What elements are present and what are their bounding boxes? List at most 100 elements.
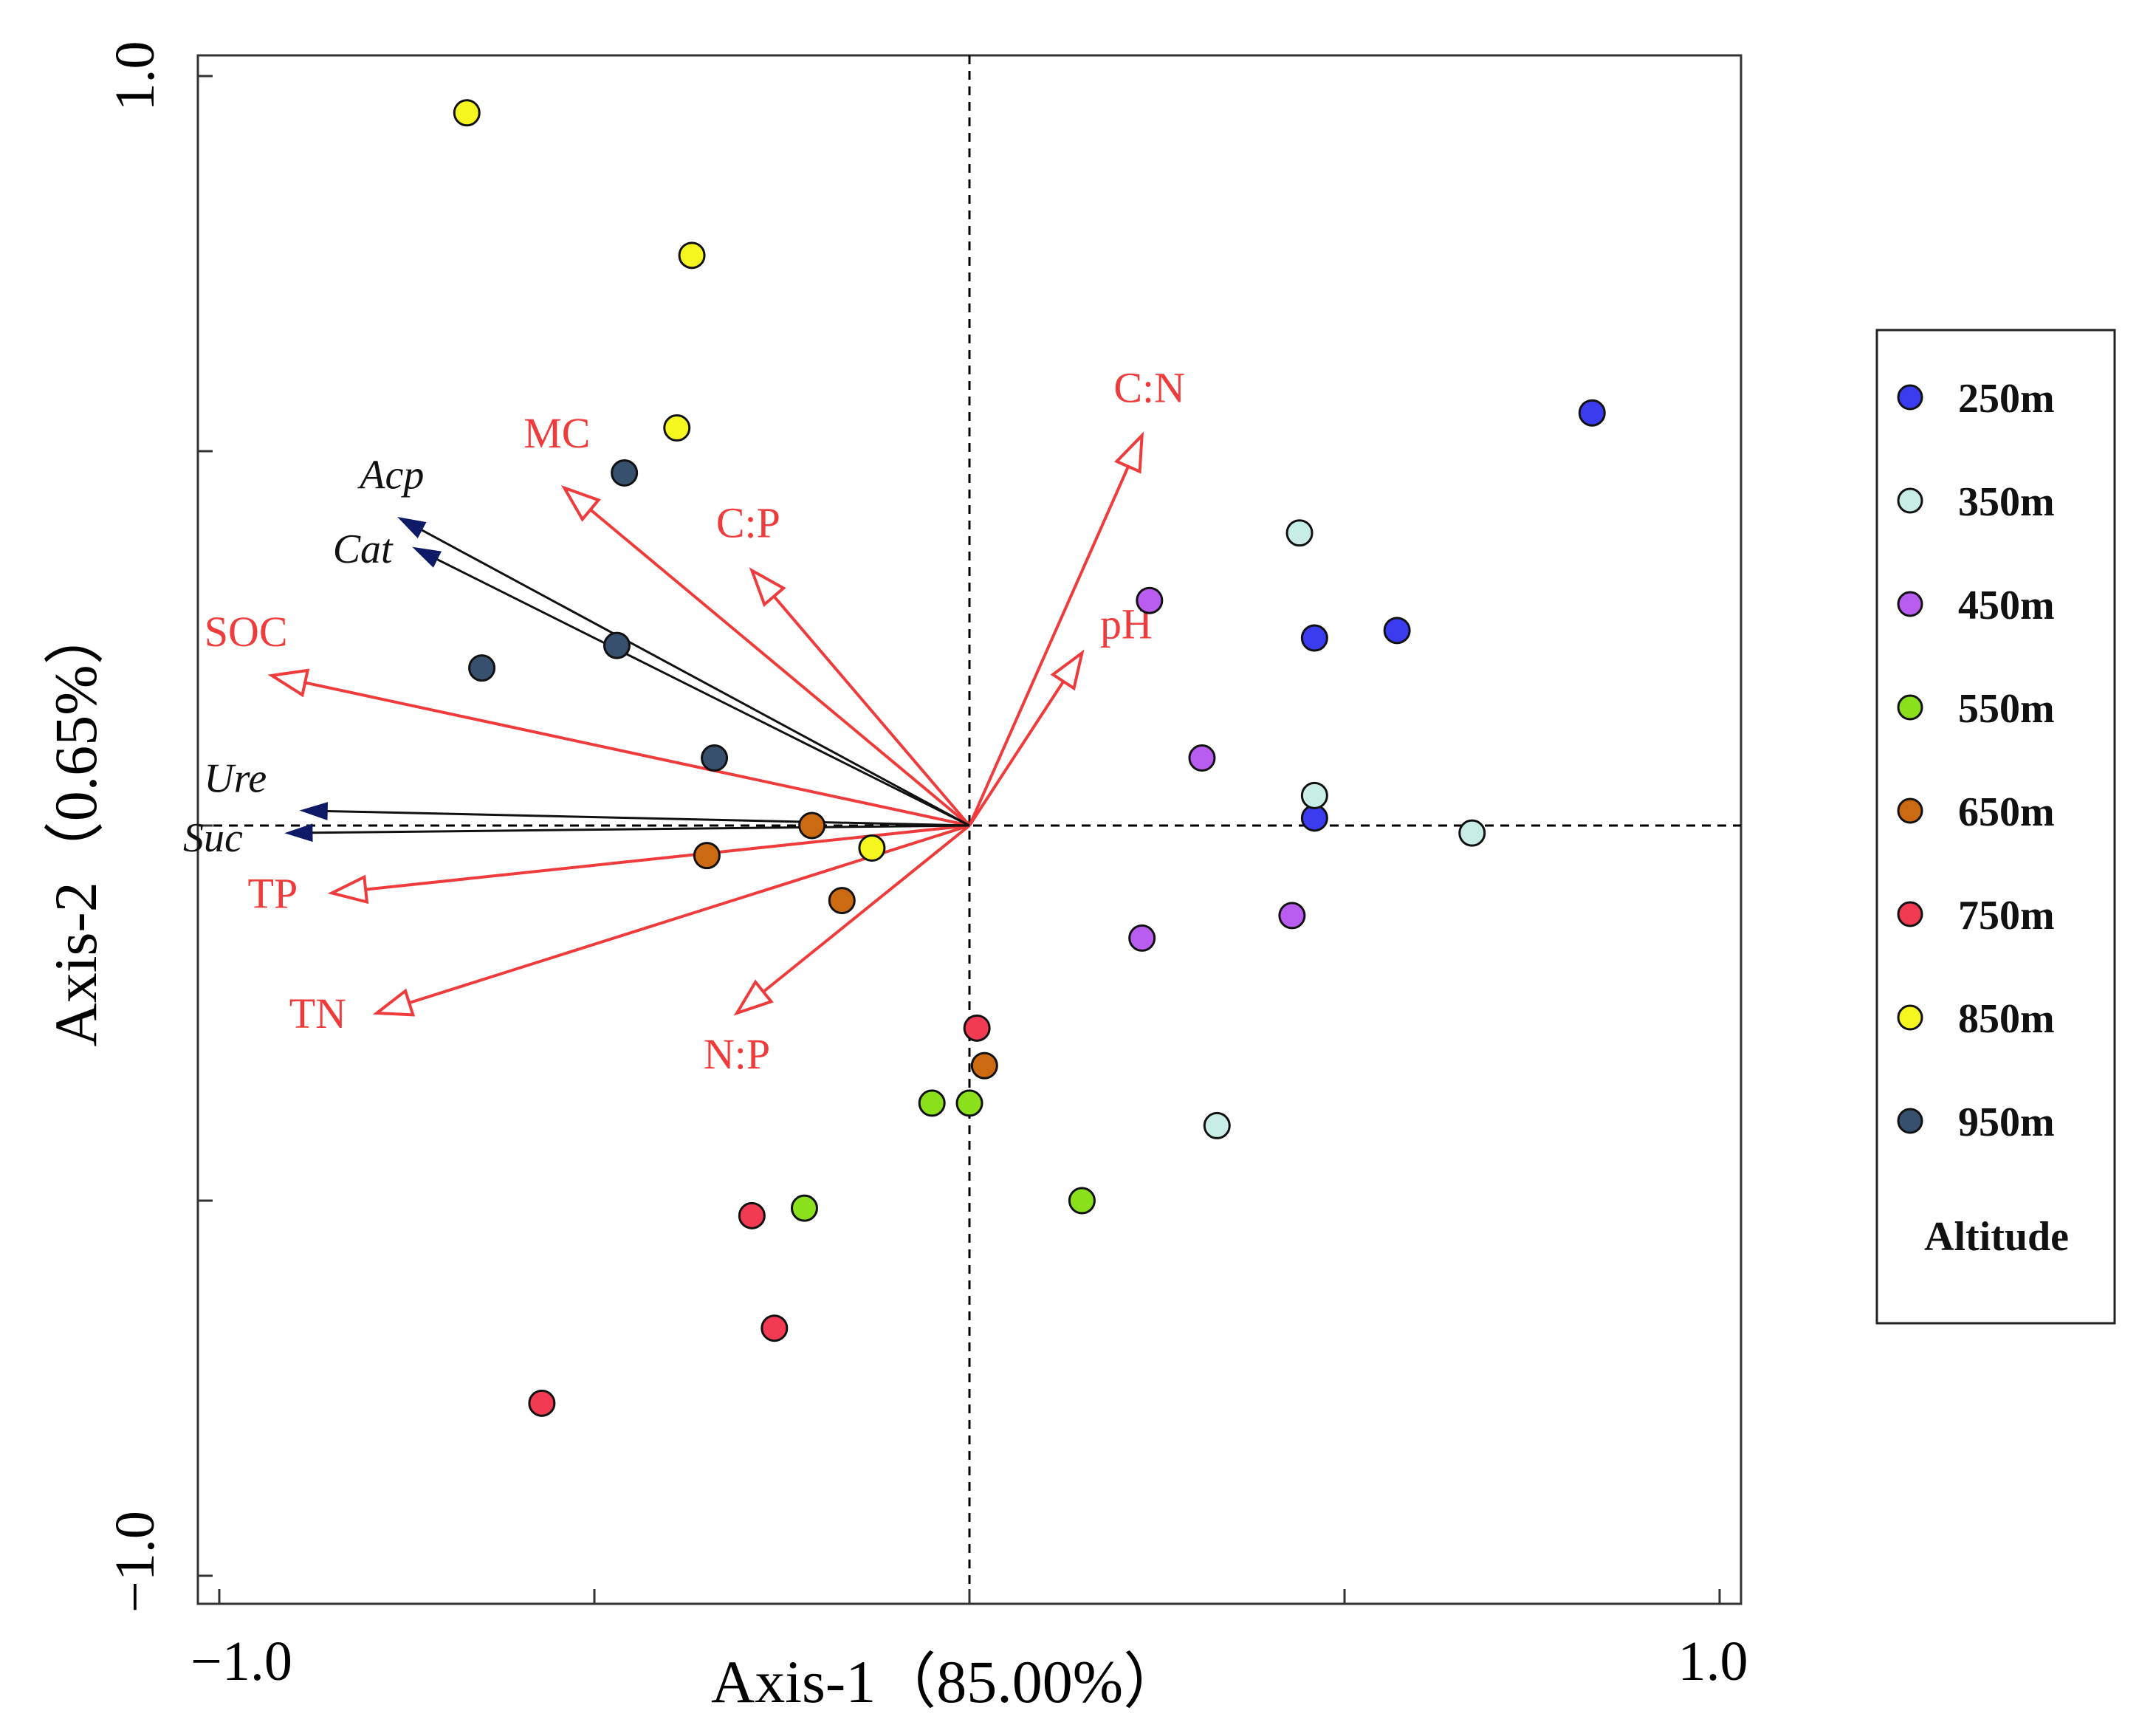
vector-ure: Ure (204, 756, 970, 827)
point-950m-1 (611, 459, 639, 487)
vector-arrowhead-tp (327, 874, 369, 905)
point-250m-4 (1300, 804, 1328, 832)
vector-arrowhead-suc (284, 823, 313, 843)
y-tick-label-max: 1.0 (104, 41, 166, 111)
vector-arrowhead-ure (299, 802, 329, 820)
point-450m-3 (1278, 902, 1306, 930)
vector-c-n: C:N (968, 364, 1185, 826)
point-layer (453, 99, 1606, 1417)
legend-entry-850m: 850m (1897, 996, 2055, 1042)
point-650m-4 (970, 1051, 998, 1080)
vector-label-acp: Acp (357, 452, 424, 498)
vector-label-suc: Suc (183, 815, 243, 861)
point-450m-2 (1188, 744, 1216, 772)
point-350m-3 (1458, 819, 1486, 847)
point-450m-1 (1136, 586, 1164, 614)
vector-arrowhead-soc (267, 668, 310, 698)
vector-label-c-n: C:N (1113, 364, 1185, 412)
legend-label-750m: 750m (1958, 893, 2055, 939)
legend-marker-850m (1897, 1004, 1923, 1031)
point-750m-3 (761, 1314, 789, 1342)
vector-arrowhead-n-p (733, 979, 774, 1016)
vector-mc: MC (523, 409, 971, 827)
vector-arrowhead-cat (412, 546, 442, 568)
vector-cat: Cat (333, 526, 970, 827)
legend-marker-950m (1897, 1108, 1923, 1134)
vector-label-n-p: N:P (704, 1030, 770, 1078)
vector-layer: C:N pH MC C:P SOC TP TN N:P Acp Cat Ure Suc (183, 364, 1185, 1078)
point-550m-4 (1068, 1187, 1096, 1215)
vector-tp: TP (248, 824, 970, 917)
point-850m-4 (858, 834, 886, 862)
vector-line-cat (436, 557, 970, 827)
y-tick-label-min: −1.0 (104, 1511, 166, 1613)
vector-label-tp: TP (248, 869, 298, 917)
point-950m-3 (468, 654, 496, 682)
plot-frame (196, 54, 1743, 1605)
vector-line-soc (304, 681, 970, 827)
x-axis-ticks (218, 1589, 1721, 1604)
legend-entry-250m: 250m (1897, 376, 2055, 422)
legend-entry-450m: 450m (1897, 583, 2055, 628)
point-750m-2 (738, 1201, 766, 1229)
vector-label-soc: SOC (205, 608, 288, 656)
vector-ph: pH (968, 600, 1153, 827)
legend: 250m 350m 450m 550m 650m 750m 850m 950m Altitud… (1875, 329, 2116, 1325)
vector-line-mc (589, 508, 971, 827)
legend-entry-350m: 350m (1897, 479, 2055, 525)
point-850m-3 (663, 414, 691, 442)
legend-marker-550m (1897, 694, 1923, 721)
legend-marker-650m (1897, 797, 1923, 824)
point-650m-3 (828, 887, 856, 915)
vector-arrowhead-acp (396, 516, 427, 538)
point-750m-1 (963, 1014, 991, 1042)
legend-label-450m: 450m (1958, 583, 2055, 628)
point-650m-2 (693, 842, 721, 870)
y-axis-title: Axis-2（0.65%） (42, 604, 109, 1046)
legend-label-650m: 650m (1958, 789, 2055, 835)
point-250m-2 (1300, 624, 1328, 652)
vector-arrowhead-ph (1050, 649, 1085, 691)
vector-suc: Suc (183, 815, 970, 861)
legend-entry-650m: 650m (1897, 789, 2055, 835)
legend-label-350m: 350m (1958, 479, 2055, 525)
point-250m-1 (1578, 399, 1606, 427)
y-axis-ticks (198, 75, 213, 1577)
vector-label-tn: TN (289, 989, 346, 1037)
x-tick-label-min: −1.0 (190, 1630, 292, 1692)
point-350m-2 (1300, 781, 1328, 809)
point-550m-1 (918, 1089, 946, 1117)
vector-line-n-p (762, 824, 971, 993)
legend-marker-450m (1897, 591, 1923, 617)
legend-label-550m: 550m (1958, 686, 2055, 732)
legend-entry-950m: 950m (1897, 1099, 2055, 1145)
vector-label-ure: Ure (204, 756, 267, 802)
point-850m-2 (678, 241, 706, 270)
point-350m-4 (1203, 1111, 1231, 1139)
x-tick-label-max: 1.0 (1678, 1630, 1748, 1692)
vector-acp: Acp (357, 452, 970, 827)
legend-label-850m: 850m (1958, 996, 2055, 1042)
legend-marker-350m (1897, 487, 1923, 514)
vector-line-tn (408, 824, 970, 1005)
x-axis-title: Axis-1（85.00%） (711, 1648, 1184, 1715)
vector-arrowhead-c-p (749, 567, 786, 607)
point-950m-4 (701, 744, 729, 772)
point-450m-4 (1128, 924, 1156, 952)
legend-label-950m: 950m (1958, 1099, 2055, 1145)
vector-label-cat: Cat (333, 526, 394, 572)
point-250m-3 (1383, 617, 1411, 645)
vector-line-c-n (968, 465, 1130, 826)
vector-line-c-p (772, 595, 971, 827)
vector-label-mc: MC (523, 409, 590, 457)
point-550m-3 (790, 1194, 818, 1222)
legend-marker-250m (1897, 384, 1923, 411)
legend-title: Altitude (1924, 1214, 2069, 1260)
legend-entries: 250m 350m 450m 550m 650m 750m 850m 950m (1897, 376, 2055, 1145)
point-650m-1 (798, 812, 826, 840)
vector-arrowhead-c-n (1114, 431, 1144, 474)
vector-line-suc (312, 824, 970, 834)
vector-label-c-p: C:P (716, 499, 780, 547)
legend-label-250m: 250m (1958, 376, 2055, 422)
legend-box (1875, 329, 2116, 1325)
